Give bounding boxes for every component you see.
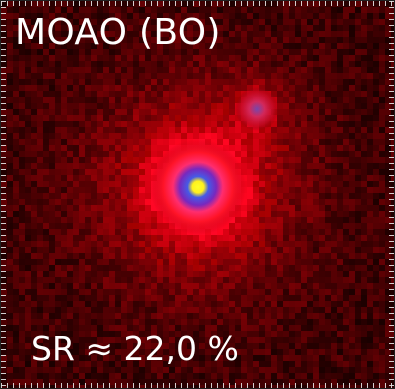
top-tick-marks (1, 1, 394, 6)
right-tick-marks (389, 1, 394, 388)
image-title: MOAO (BO) (15, 12, 221, 53)
bottom-tick-marks (1, 383, 394, 388)
left-tick-marks (1, 1, 6, 388)
strehl-ratio-label: SR ≈ 22,0 % (31, 329, 239, 368)
